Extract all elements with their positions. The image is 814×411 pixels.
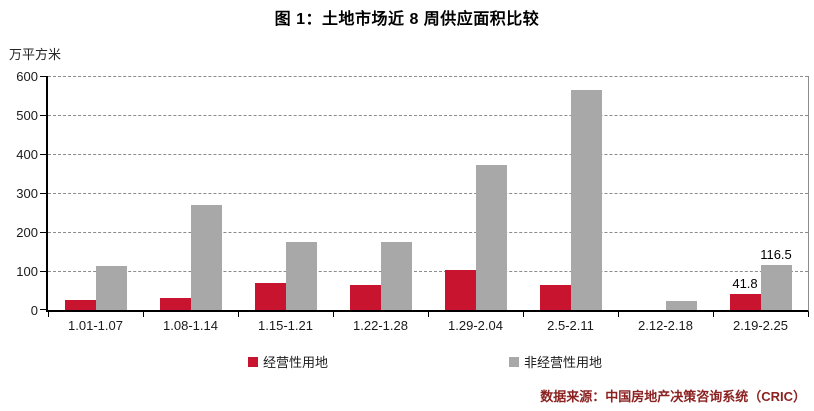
x-tick-mark-7	[713, 312, 714, 317]
x-tick-mark-0	[48, 312, 49, 317]
bar-operational-1.29-2.04	[444, 269, 476, 310]
y-tick-label-200: 200	[16, 225, 38, 240]
bar-operational-1.01-1.07	[64, 300, 96, 310]
y-tick-label-0: 0	[30, 303, 38, 318]
y-tick-mark-600	[40, 76, 46, 77]
gridline-y-200	[48, 232, 808, 233]
bar-operational-2.5-2.11	[539, 285, 571, 310]
data-label-116.5: 116.5	[760, 246, 792, 262]
legend-item-non-operational: 非经营性用地	[509, 352, 602, 371]
x-tick-mark-2	[238, 312, 239, 317]
x-category-label-1.01-1.07: 1.01-1.07	[68, 318, 123, 333]
x-category-label-2.19-2.25: 2.19-2.25	[733, 318, 788, 333]
bar-non_operational-1.01-1.07	[95, 265, 127, 310]
gridline-y-300	[48, 193, 808, 194]
legend-label-non-operational: 非经营性用地	[524, 355, 603, 370]
y-tick-label-500: 500	[16, 108, 38, 123]
data-source-note: 数据来源：中国房地产决策咨询系统（CRIC）	[540, 389, 806, 404]
gridline-y-600	[48, 76, 808, 77]
y-tick-mark-500	[40, 115, 46, 116]
x-category-label-2.12-2.18: 2.12-2.18	[638, 318, 693, 333]
x-category-label-1.08-1.14: 1.08-1.14	[163, 318, 218, 333]
bar-non_operational-1.15-1.21	[285, 242, 317, 310]
bar-non_operational-1.22-1.28	[380, 241, 412, 310]
bar-non_operational-1.08-1.14	[190, 205, 222, 310]
y-tick-label-600: 600	[16, 69, 38, 84]
legend-label-operational: 经营性用地	[263, 355, 329, 370]
y-axis-unit-label: 万平方米	[9, 47, 62, 62]
legend-item-operational: 经营性用地	[248, 352, 328, 371]
data-label-41.8: 41.8	[732, 275, 758, 291]
x-tick-mark-1	[143, 312, 144, 317]
x-category-label-1.22-1.28: 1.22-1.28	[353, 318, 408, 333]
bar-non_operational-2.12-2.18	[665, 301, 697, 310]
x-category-label-1.29-2.04: 1.29-2.04	[448, 318, 503, 333]
x-category-label-1.15-1.21: 1.15-1.21	[258, 318, 313, 333]
bar-non_operational-2.19-2.25	[760, 264, 792, 310]
y-tick-label-400: 400	[16, 147, 38, 162]
bar-operational-1.22-1.28	[349, 284, 381, 310]
y-tick-mark-400	[40, 154, 46, 155]
bar-operational-1.08-1.14	[159, 298, 191, 310]
bar-non_operational-2.5-2.11	[570, 89, 602, 310]
bar-operational-1.15-1.21	[254, 282, 286, 310]
x-tick-mark-6	[618, 312, 619, 317]
plot-area: 0 100 200 300 400 500 600 1.01-1.07 1.08-1.14 1.1…	[16, 69, 809, 333]
x-tick-mark-4	[428, 312, 429, 317]
chart-title: 图 1：土地市场近 8 周供应面积比较	[274, 11, 540, 28]
gridline-y-500	[48, 115, 808, 116]
legend-swatch-non-operational	[509, 356, 519, 367]
gridline-y-400	[48, 154, 808, 155]
legend-swatch-operational	[248, 356, 258, 367]
x-tick-mark-3	[333, 312, 334, 317]
bar-operational-2.19-2.25	[729, 293, 761, 310]
y-tick-label-300: 300	[16, 186, 38, 201]
x-tick-mark-8	[808, 312, 809, 317]
x-tick-mark-5	[523, 312, 524, 317]
y-tick-label-100: 100	[16, 264, 38, 279]
y-tick-mark-100	[40, 271, 46, 272]
y-tick-mark-0	[40, 309, 46, 310]
gridline-y-100	[48, 271, 808, 272]
y-tick-mark-200	[40, 232, 46, 233]
bar-non_operational-1.29-2.04	[475, 164, 507, 310]
y-tick-mark-300	[40, 193, 46, 194]
x-category-label-2.5-2.11: 2.5-2.11	[547, 318, 594, 333]
